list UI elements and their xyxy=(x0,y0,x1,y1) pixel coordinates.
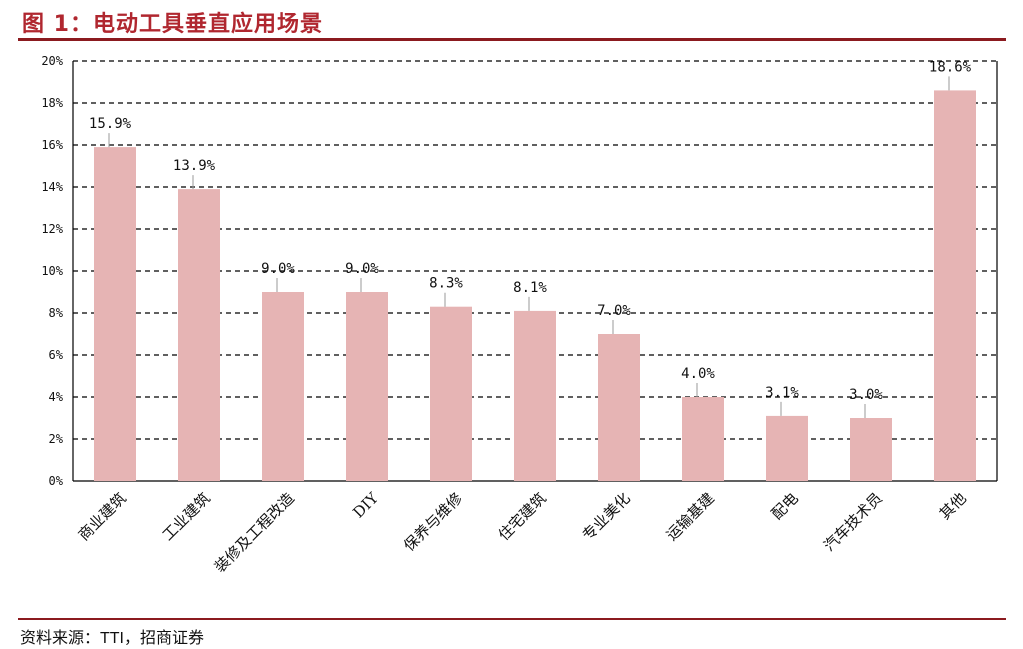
y-tick-label: 6% xyxy=(49,348,64,362)
footer-rule xyxy=(18,618,1006,620)
data-label: 8.3% xyxy=(429,276,463,292)
bar xyxy=(430,306,472,481)
figure-title: 图 1：电动工具垂直应用场景 xyxy=(22,12,323,37)
y-tick-label: 18% xyxy=(41,96,63,110)
data-label: 15.9% xyxy=(89,116,132,132)
y-tick-label: 14% xyxy=(41,180,63,194)
x-category-label: 专业美化 xyxy=(579,489,634,544)
data-label: 9.0% xyxy=(345,261,379,277)
y-tick-label: 10% xyxy=(41,264,63,278)
data-label: 7.0% xyxy=(597,303,631,319)
x-category-label: 其他 xyxy=(936,489,970,523)
y-tick-label: 2% xyxy=(49,432,64,446)
y-tick-label: 16% xyxy=(41,138,63,152)
x-category-label: 工业建筑 xyxy=(159,489,214,544)
bar xyxy=(178,189,220,481)
x-category-label: 保养与维修 xyxy=(400,489,466,555)
bar xyxy=(850,418,892,481)
bar xyxy=(94,147,136,481)
x-category-label: 商业建筑 xyxy=(75,489,130,544)
y-tick-label: 0% xyxy=(49,474,64,488)
data-label: 4.0% xyxy=(681,366,715,382)
bar xyxy=(598,334,640,481)
x-category-label: 运输基建 xyxy=(663,489,718,544)
bar xyxy=(934,90,976,482)
x-category-label: 汽车技术员 xyxy=(820,489,886,555)
x-category-label: 住宅建筑 xyxy=(495,489,550,544)
bar xyxy=(346,292,388,481)
y-tick-label: 12% xyxy=(41,222,63,236)
data-label: 8.1% xyxy=(513,280,547,296)
data-label: 3.0% xyxy=(849,387,883,403)
y-tick-label: 20% xyxy=(41,54,63,68)
data-label: 13.9% xyxy=(173,158,216,174)
data-label: 18.6% xyxy=(929,59,972,75)
x-category-label: DIY xyxy=(349,488,382,521)
source-note: 资料来源：TTI，招商证券 xyxy=(20,630,204,647)
bar xyxy=(514,310,556,481)
y-tick-label: 8% xyxy=(49,306,64,320)
data-label: 9.0% xyxy=(261,261,295,277)
title-rule xyxy=(18,38,1006,41)
x-category-label: 配电 xyxy=(768,489,802,523)
x-category-label: 装修及工程改造 xyxy=(211,489,298,576)
y-tick-label: 4% xyxy=(49,390,64,404)
bar xyxy=(262,292,304,481)
bar xyxy=(682,397,724,481)
bar xyxy=(766,415,808,481)
data-label: 3.1% xyxy=(765,385,799,401)
